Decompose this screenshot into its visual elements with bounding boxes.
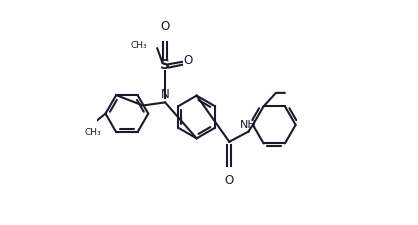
Text: O: O	[184, 54, 193, 67]
Text: N: N	[161, 88, 170, 101]
Text: O: O	[161, 20, 170, 33]
Text: CH₃: CH₃	[85, 128, 102, 137]
Text: S: S	[160, 58, 170, 72]
Text: NH: NH	[240, 121, 257, 130]
Text: CH₃: CH₃	[130, 40, 147, 50]
Text: O: O	[224, 174, 234, 187]
